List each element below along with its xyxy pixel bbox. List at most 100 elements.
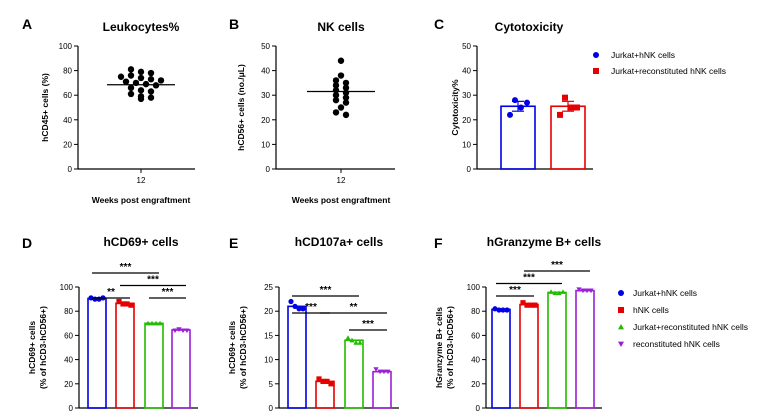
panel-f-point [560, 289, 566, 294]
panel-f-ytick-label: 20 [471, 380, 480, 389]
panel-a-point [152, 82, 160, 89]
panel-b-ytick-label: 20 [261, 116, 270, 125]
panel-a-point [137, 95, 145, 103]
panel-b-title: NK cells [317, 20, 365, 34]
panel-a-point [127, 66, 135, 73]
panel-b-panel-letter: B [229, 16, 239, 32]
panel-c-legend-label: Jurkat+hNK cells [611, 50, 675, 60]
panel-b-point [342, 84, 350, 92]
panel-d-bar [115, 302, 135, 409]
panel-d-ytick-label: 80 [64, 307, 73, 316]
panel-e-bar [372, 370, 392, 409]
panel-f-point [520, 300, 526, 306]
panel-c-ytick-label: 40 [462, 67, 471, 76]
panel-f-ylabel: hGranzyme B+ cells [434, 307, 444, 388]
panel-b-xlabel: Weeks post engraftment [292, 195, 391, 205]
panel-c-point [518, 104, 524, 111]
panel-f-point [500, 307, 506, 313]
panel-f-legend-label: reconstituted hNK cells [633, 339, 720, 349]
panel-d-point [176, 327, 182, 332]
panel-c-point [524, 99, 530, 106]
panel-a-point [142, 80, 150, 88]
panel-a-ylabel: hCD45+ cells (%) [40, 73, 50, 142]
panel-e-point [320, 378, 326, 384]
panel-d-point [153, 320, 159, 326]
panel-d-significance-label: *** [120, 262, 132, 273]
panel-a-title: Leukocytes% [103, 20, 180, 34]
panel-c-bar [550, 105, 586, 170]
panel-f-bar [491, 308, 511, 409]
panel-c-point [574, 104, 580, 111]
panel-a-point [122, 78, 130, 85]
panel-d-point [172, 328, 178, 334]
panel-e-point [300, 306, 306, 312]
panel-e-point [296, 306, 302, 312]
panel-a-point [147, 69, 155, 77]
panel-d-bar [87, 297, 107, 409]
panel-e-significance-label: *** [362, 319, 374, 330]
panel-f-point [576, 287, 582, 293]
panel-a-point [157, 77, 165, 84]
panel-d-point [157, 320, 163, 326]
panel-b-ytick-label: 0 [266, 165, 271, 174]
panel-a-point [127, 90, 135, 98]
panel-c-ytick-label: 0 [467, 165, 472, 174]
panel-f-ytick-label: 80 [471, 307, 480, 316]
panel-e-point [377, 369, 383, 375]
panel-d-point [149, 320, 155, 326]
panel-f-point [528, 302, 534, 308]
panel-c-point [557, 111, 563, 118]
panel-f-point [504, 307, 510, 313]
panel-f-point [580, 288, 586, 294]
panel-f-point [552, 290, 558, 296]
panel-c-panel-letter: C [434, 16, 444, 32]
panel-b-ytick-label: 50 [261, 42, 270, 51]
panel-c-title: Cytotoxicity [495, 20, 564, 34]
panel-c-legend-marker [593, 52, 599, 58]
panel-c-legend-marker [593, 68, 599, 74]
panel-e-ytick-label: 15 [264, 331, 273, 340]
panel-d-ylabel: hCD69+ cells [27, 321, 37, 374]
panel-e-point [385, 369, 391, 375]
panel-d-point [128, 302, 134, 308]
panel-e-ytick-label: 25 [264, 283, 273, 292]
panel-f-legend-label: Jurkat+reconstituted hNK cells [633, 322, 748, 332]
panel-a-ytick-label: 100 [59, 42, 73, 51]
panel-f-ytick-label: 0 [476, 404, 481, 413]
panel-b-point [337, 104, 345, 111]
panel-c-ytick-label: 10 [462, 140, 471, 149]
panel-f-legend-marker [618, 307, 624, 313]
panel-c-ytick-label: 30 [462, 91, 471, 100]
panel-a-xtick-label: 12 [137, 176, 146, 185]
panel-e-significance-label: *** [320, 285, 332, 296]
panel-e-point [345, 335, 351, 340]
panel-c-ytick-label: 20 [462, 116, 471, 125]
panel-a-ytick-label: 60 [63, 91, 72, 100]
panel-a-ytick-label: 0 [68, 165, 73, 174]
panel-f-point [496, 307, 502, 313]
panel-f-ytick-label: 60 [471, 331, 480, 340]
panel-d-point [184, 328, 190, 334]
panel-a-point [127, 84, 135, 92]
panel-b-point [337, 72, 345, 79]
panel-d-point [120, 301, 126, 307]
panel-b-point [342, 111, 350, 119]
panel-f-legend-marker [618, 324, 624, 330]
panel-a-point [127, 72, 135, 79]
panel-b-ylabel: hCD56+ cells (no./μL) [236, 64, 246, 151]
panel-f-bar [519, 303, 539, 409]
panel-d-ytick-label: 100 [60, 283, 74, 292]
panel-b-point [337, 57, 345, 64]
panel-e-point [357, 340, 363, 345]
panel-f-ytick-label: 100 [467, 283, 481, 292]
panel-b-xtick-label: 12 [337, 176, 346, 185]
panel-e-panel-letter: E [229, 235, 238, 251]
panel-f-bar [547, 291, 567, 409]
panel-d-point [180, 328, 186, 334]
panel-d-ytick-label: 60 [64, 331, 73, 340]
panel-e-significance-label: ** [350, 302, 358, 313]
panel-f-point [532, 302, 538, 308]
panel-e-point [324, 378, 330, 384]
panel-f-significance-label: *** [551, 260, 563, 271]
panel-f-ylabel: (% of hCD3-hCD56+) [445, 306, 455, 389]
